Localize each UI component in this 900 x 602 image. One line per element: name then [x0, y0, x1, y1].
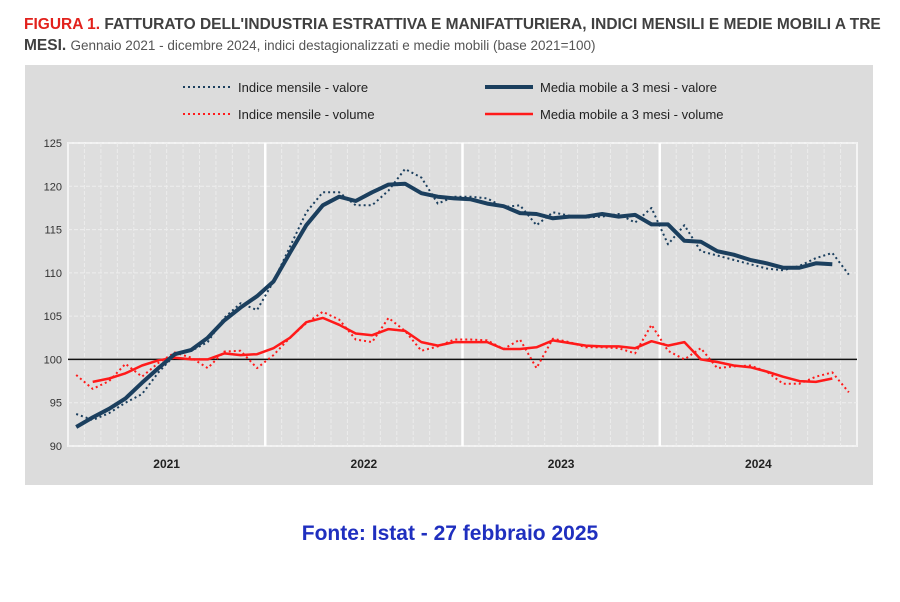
x-tick-label: 2024 — [745, 457, 772, 471]
series-line-indice-mensile-volume — [75, 310, 850, 393]
series-line-indice-mensile-valore — [75, 168, 850, 421]
series-line-media-mobile-a-3-mesi-valore — [75, 181, 833, 429]
y-tick-label: 105 — [44, 311, 62, 323]
line-chart: 90 95 100 105 110 115 120 125 2021 2022 2023 2024 In… — [44, 80, 858, 471]
y-tick-label: 115 — [44, 225, 62, 237]
title-text: FATTURATO DELL'INDUSTRIA ESTRATTIVA E MA… — [24, 16, 881, 54]
y-tick-label: 120 — [44, 181, 62, 193]
legend-label: Indice mensile - valore — [238, 80, 368, 95]
y-tick-label: 125 — [44, 138, 62, 150]
series-line-media-mobile-a-3-mesi-volume — [92, 316, 833, 384]
y-tick-label: 90 — [50, 441, 62, 453]
x-tick-label: 2022 — [351, 457, 378, 471]
y-tick-label: 100 — [44, 354, 62, 366]
x-tick-label: 2021 — [153, 457, 180, 471]
y-tick-label: 95 — [50, 398, 62, 410]
y-tick-label: 110 — [44, 268, 62, 280]
x-tick-label: 2023 — [548, 457, 575, 471]
chart-title: FIGURA 1. FATTURATO DELL'INDUSTRIA ESTRA… — [24, 14, 884, 56]
legend-label: Media mobile a 3 mesi - valore — [540, 80, 717, 95]
legend-label: Media mobile a 3 mesi - volume — [540, 107, 724, 122]
source-note: Fonte: Istat - 27 febbraio 2025 — [301, 522, 599, 545]
chart-area: 90 95 100 105 110 115 120 125 2021 2022 2023 2024 In… — [25, 65, 873, 485]
subtitle: Gennaio 2021 - dicembre 2024, indici des… — [70, 38, 596, 53]
legend-label: Indice mensile - volume — [238, 107, 375, 122]
figure-label: FIGURA 1. — [24, 16, 101, 33]
